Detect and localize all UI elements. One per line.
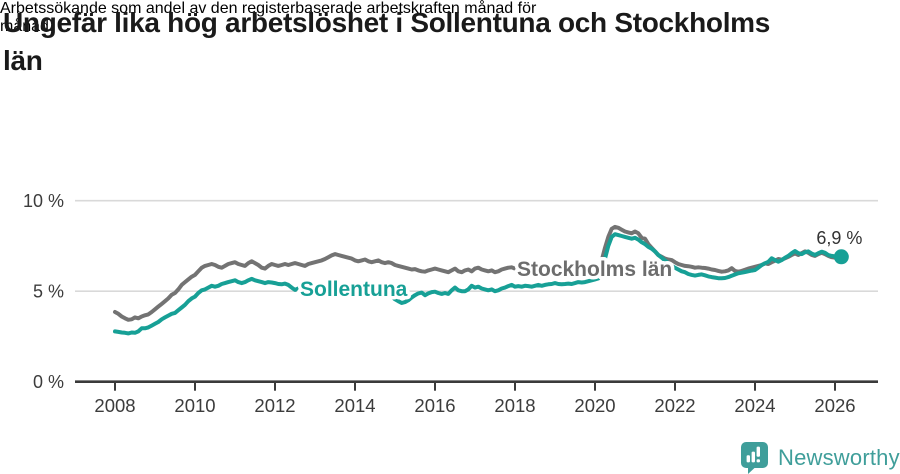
title-line-2: län xyxy=(3,45,43,76)
y-axis-tick-label: 5 % xyxy=(33,282,64,302)
x-axis-tick-label: 2022 xyxy=(654,395,695,416)
latest-value-dot xyxy=(833,249,849,265)
x-axis-tick-label: 2014 xyxy=(334,395,375,416)
y-axis-tick-label: 0 % xyxy=(33,372,64,392)
series-label-stockholms-län: Stockholms län xyxy=(517,258,672,281)
x-axis-tick-label: 2024 xyxy=(734,395,775,416)
series-line-stockholms-län xyxy=(113,224,841,322)
x-axis-tick-label: 2020 xyxy=(574,395,615,416)
title-line-1: Ungefär lika hög arbetslöshet i Sollentu… xyxy=(3,7,771,38)
subtitle-line-2: månad. xyxy=(0,18,54,35)
line-chart-svg: 0 % 5 % 10 % 2008 2010 2012 2014 2016 2018 2020 20… xyxy=(23,191,878,416)
series-line-sollentuna xyxy=(113,232,841,336)
newsworthy-wordmark: Newsworthy xyxy=(778,444,900,470)
newsworthy-footer: Newsworthy xyxy=(740,441,900,474)
x-axis-tick-label: 2012 xyxy=(254,395,295,416)
x-axis-tick-label: 2026 xyxy=(814,395,855,416)
x-axis-tick-label: 2018 xyxy=(494,395,535,416)
x-axis-tick-label: 2008 xyxy=(94,395,135,416)
line-chart: 0 % 5 % 10 % 2008 2010 2012 2014 2016 2018 2020 20… xyxy=(0,185,900,427)
page-title: Ungefär lika hög arbetslöshet i Sollentu… xyxy=(3,4,863,80)
x-axis-tick-label: 2010 xyxy=(174,395,215,416)
latest-value-label: 6,9 % xyxy=(816,228,862,248)
x-axis-tick-label: 2016 xyxy=(414,395,455,416)
series-label-sollentuna: Sollentuna xyxy=(300,278,408,301)
newsworthy-logo-icon xyxy=(741,442,768,474)
subtitle-line-1: Arbetssökande som andel av den registerb… xyxy=(0,0,537,17)
y-axis-tick-label: 10 % xyxy=(23,191,64,211)
